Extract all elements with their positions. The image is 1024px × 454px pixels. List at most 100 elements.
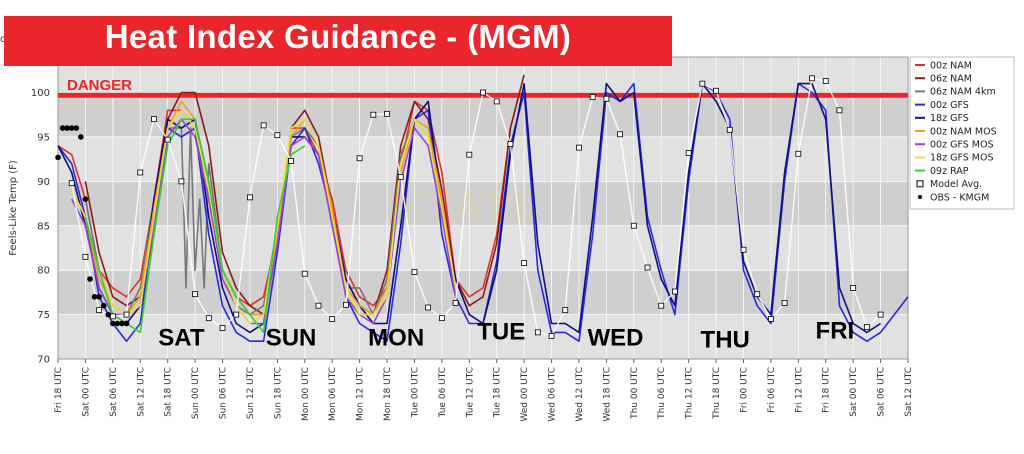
y-tick-label: 90 bbox=[37, 177, 50, 188]
model-avg-point bbox=[658, 302, 665, 309]
x-tick-label: Mon 12 UTC bbox=[356, 367, 366, 421]
legend-label: 06z NAM bbox=[930, 74, 972, 85]
x-tick-label: Tue 06 UTC bbox=[438, 367, 448, 418]
model-avg-point bbox=[507, 141, 514, 147]
model-avg-point bbox=[438, 315, 445, 322]
legend-label: 00z GFS bbox=[930, 100, 969, 111]
model-avg-point bbox=[630, 222, 637, 229]
model-avg-point bbox=[850, 285, 857, 291]
model-avg-point bbox=[699, 80, 706, 87]
model-avg-point bbox=[397, 174, 404, 180]
background-bands bbox=[58, 57, 908, 359]
legend-swatch bbox=[916, 180, 924, 188]
x-tick-label: Fri 12 UTC bbox=[794, 367, 804, 413]
model-avg-point bbox=[109, 313, 116, 320]
legend-label: 18z GFS bbox=[930, 113, 969, 124]
x-tick-label: Tue 00 UTC bbox=[410, 367, 420, 418]
model-avg-point bbox=[603, 95, 610, 102]
y-tick-label: 100 bbox=[31, 88, 50, 99]
model-avg-point bbox=[288, 158, 294, 164]
model-avg-point bbox=[493, 98, 500, 105]
model-avg-point bbox=[726, 126, 733, 133]
model-avg-point bbox=[343, 301, 349, 308]
model-avg-point bbox=[617, 131, 623, 138]
model-avg-point bbox=[754, 291, 761, 298]
model-avg-point bbox=[137, 169, 144, 176]
y-tick-label: 70 bbox=[37, 355, 50, 366]
model-avg-point bbox=[822, 78, 829, 84]
model-avg-point bbox=[644, 264, 651, 271]
model-avg-point bbox=[548, 333, 555, 339]
x-tick-label: Sat 00 UTC bbox=[81, 367, 91, 417]
x-tick-label: Sun 06 UTC bbox=[219, 367, 229, 419]
x-tick-label: Tue 18 UTC bbox=[493, 367, 503, 418]
obs-point bbox=[123, 320, 130, 327]
y-tick-label: 75 bbox=[37, 310, 50, 321]
legend: 00z NAM 06z NAM 06z NAM 4km 00z GFS 18z GFS 0… bbox=[909, 56, 1015, 210]
model-avg-point bbox=[233, 311, 240, 318]
obs-point bbox=[78, 134, 84, 140]
model-avg-point bbox=[521, 260, 528, 266]
corner-mark: o bbox=[0, 34, 6, 45]
model-avg-point bbox=[425, 304, 432, 311]
title-banner: Heat Index Guidance - (MGM) bbox=[4, 16, 672, 66]
obs-point bbox=[110, 320, 116, 327]
model-avg-point bbox=[836, 107, 843, 114]
legend-label: OBS - KMGM bbox=[930, 192, 989, 203]
x-tick-label: Tue 12 UTC bbox=[465, 367, 475, 418]
y-tick-label: 85 bbox=[37, 221, 50, 232]
x-tick-label: Fri 00 UTC bbox=[739, 367, 749, 413]
model-avg-layer bbox=[68, 75, 884, 339]
x-tick-label: Thu 12 UTC bbox=[685, 367, 695, 420]
y-axis-label: Feels-Like Temp (F) bbox=[8, 160, 19, 256]
model-avg-point bbox=[192, 291, 198, 298]
x-tick-label: Sun 00 UTC bbox=[191, 367, 201, 419]
model-avg-point bbox=[315, 302, 322, 309]
model-avg-point bbox=[151, 116, 157, 123]
model-avg-point bbox=[123, 311, 130, 318]
chart-title: Heat Index Guidance - (MGM) bbox=[104, 18, 572, 55]
x-tick-label: Wed 18 UTC bbox=[602, 367, 612, 422]
model-avg-point bbox=[68, 180, 75, 187]
legend-label: 18z GFS MOS bbox=[930, 153, 994, 164]
x-tick-label: Sun 12 UTC bbox=[246, 367, 256, 419]
model-avg-point bbox=[768, 316, 774, 322]
model-avg-point bbox=[781, 300, 788, 306]
obs-point bbox=[91, 294, 98, 300]
legend-label: 09z RAP bbox=[930, 166, 969, 177]
x-tick-label: Sat 00 UTC bbox=[849, 367, 859, 417]
legend-label: 00z NAM bbox=[930, 60, 972, 71]
obs-point bbox=[119, 320, 125, 327]
obs-point bbox=[96, 294, 102, 300]
legend-label: 06z NAM 4km bbox=[930, 87, 996, 98]
band bbox=[58, 225, 908, 271]
model-avg-line bbox=[71, 77, 882, 337]
model-avg-point bbox=[178, 178, 185, 185]
obs-point bbox=[73, 125, 80, 131]
model-avg-point bbox=[260, 122, 267, 129]
x-tick-label: Fri 18 UTC bbox=[54, 367, 64, 413]
watermark-logo: STATE bbox=[398, 181, 542, 232]
model-avg-point bbox=[274, 132, 281, 139]
x-tick-label: Sat 06 UTC bbox=[109, 367, 119, 417]
model-avg-point bbox=[466, 151, 473, 158]
model-avg-point bbox=[809, 75, 815, 82]
model-avg-point bbox=[713, 87, 719, 94]
x-tick-label: Thu 18 UTC bbox=[712, 367, 722, 420]
day-label: MON bbox=[368, 325, 424, 352]
model-avg-point bbox=[411, 269, 418, 275]
band bbox=[58, 270, 908, 315]
model-avg-point bbox=[384, 110, 390, 117]
series-line-09z-rap bbox=[84, 118, 306, 334]
obs-point bbox=[105, 311, 112, 318]
obs-point bbox=[82, 196, 89, 202]
x-tick-label: Fri 06 UTC bbox=[767, 367, 777, 413]
model-avg-point bbox=[370, 111, 377, 118]
watermark-text: STATE bbox=[398, 181, 542, 232]
day-label: SAT bbox=[158, 325, 205, 352]
model-avg-point bbox=[452, 300, 459, 306]
model-avg-point bbox=[685, 150, 692, 156]
legend-box bbox=[909, 56, 1015, 210]
model-avg-point bbox=[863, 324, 870, 330]
model-avg-point bbox=[562, 307, 569, 314]
